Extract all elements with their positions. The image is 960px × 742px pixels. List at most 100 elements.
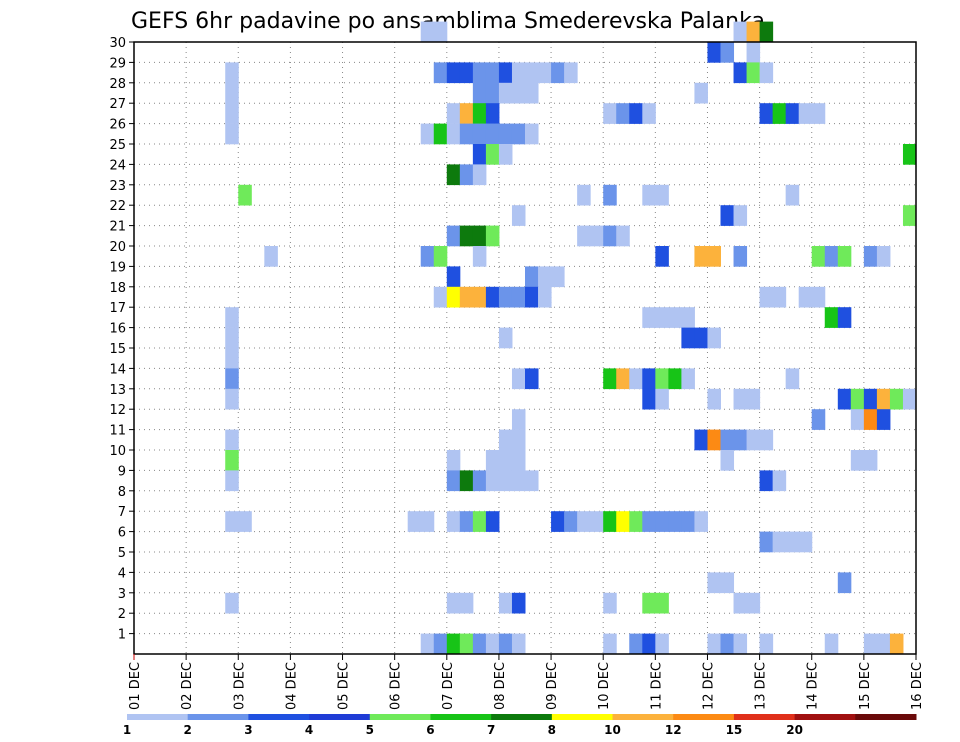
- heatmap-cell: [420, 123, 435, 145]
- heatmap-cell: [668, 511, 682, 532]
- colorbar-label: 20: [786, 723, 803, 737]
- y-tick-label: 2: [118, 607, 126, 622]
- colorbar-segment: [369, 714, 431, 720]
- colorbar-segment: [733, 714, 796, 720]
- heatmap-cell: [876, 409, 891, 430]
- heatmap-cell: [759, 429, 774, 451]
- heatmap-cell: [420, 633, 435, 655]
- heatmap-cell: [642, 103, 656, 124]
- heatmap-cell: [642, 633, 656, 655]
- heatmap-cell: [889, 388, 904, 410]
- colorbar-label: 3: [244, 723, 252, 737]
- heatmap-cell: [433, 633, 448, 655]
- heatmap-cell: [707, 42, 721, 63]
- y-tick-label: 7: [118, 505, 126, 520]
- heatmap-cell: [655, 388, 669, 410]
- heatmap-cell: [759, 62, 774, 84]
- colorbar-label: 12: [665, 723, 682, 737]
- heatmap-cell: [746, 592, 761, 614]
- heatmap-cell: [824, 633, 839, 655]
- heatmap-cell: [511, 82, 526, 104]
- heatmap-cell: [472, 144, 487, 165]
- colorbar-segment: [248, 714, 310, 720]
- y-tick-label: 8: [118, 485, 126, 500]
- heatmap-cell: [707, 246, 721, 267]
- heatmap-cell: [694, 429, 708, 451]
- heatmap-cell: [446, 225, 461, 247]
- heatmap-cell: [225, 511, 239, 532]
- heatmap-cell: [681, 368, 695, 390]
- heatmap-cell: [551, 511, 565, 532]
- heatmap-cell: [603, 633, 617, 655]
- y-tick-label: 23: [109, 179, 126, 194]
- heatmap-cell: [446, 164, 461, 186]
- heatmap-cell: [459, 164, 474, 186]
- heatmap-cell: [603, 225, 617, 247]
- y-tick-label: 30: [109, 36, 126, 51]
- heatmap-cell: [225, 123, 239, 145]
- heatmap-cell: [511, 429, 526, 451]
- heatmap-cell: [446, 470, 461, 492]
- heatmap-cell: [603, 368, 617, 390]
- colorbar-segment: [309, 714, 371, 720]
- x-tick-label: 03 DEC: [232, 662, 247, 710]
- heatmap-cell: [837, 307, 852, 328]
- heatmap-cell: [577, 225, 591, 247]
- heatmap-cell: [511, 409, 526, 430]
- heatmap-cell: [498, 429, 513, 451]
- heatmap-cell: [850, 388, 865, 410]
- y-tick-label: 16: [109, 322, 126, 337]
- heatmap-cell: [238, 184, 252, 206]
- heatmap-cell: [642, 388, 656, 410]
- heatmap-cell: [850, 450, 865, 471]
- heatmap-cell: [759, 531, 774, 553]
- heatmap-cell: [472, 103, 487, 124]
- heatmap-cell: [603, 184, 617, 206]
- x-tick-label: 14 DEC: [806, 662, 821, 710]
- heatmap-cell: [498, 327, 513, 349]
- colorbar-segment: [612, 714, 674, 720]
- heatmap-cell: [485, 286, 500, 308]
- heatmap-cell: [459, 470, 474, 492]
- heatmap-cell: [785, 103, 800, 124]
- heatmap-cell: [538, 62, 552, 84]
- heatmap-cell: [759, 633, 774, 655]
- heatmap-cell: [720, 42, 735, 63]
- heatmap-cell: [798, 286, 813, 308]
- heatmap-cell: [603, 511, 617, 532]
- heatmap-cell: [459, 286, 474, 308]
- heatmap-cell: [746, 21, 761, 43]
- heatmap-cell: [590, 511, 604, 532]
- y-axis-ticks: 1234567891011121314151617181920212223242…: [109, 36, 134, 643]
- y-tick-label: 27: [109, 97, 126, 112]
- heatmap-cell: [551, 266, 565, 288]
- y-tick-label: 11: [109, 424, 126, 439]
- heatmap-cell: [863, 246, 878, 267]
- heatmap-cell: [420, 511, 435, 532]
- heatmap-cell: [485, 225, 500, 247]
- colorbar-label: 1: [123, 723, 131, 737]
- heatmap-cell: [225, 307, 239, 328]
- heatmap-cell: [824, 307, 839, 328]
- y-tick-label: 19: [109, 260, 126, 275]
- heatmap-cell: [837, 572, 852, 594]
- heatmap-cell: [472, 82, 487, 104]
- heatmap-cell: [420, 21, 435, 43]
- heatmap-cell: [616, 368, 630, 390]
- x-tick-label: 15 DEC: [858, 662, 873, 710]
- heatmap-cell: [472, 123, 487, 145]
- heatmap-cell: [629, 633, 643, 655]
- colorbar-label: 15: [726, 723, 743, 737]
- heatmap-cell: [472, 225, 487, 247]
- heatmap-cell: [446, 103, 461, 124]
- heatmap-cell: [472, 164, 487, 186]
- heatmap-cell: [759, 103, 774, 124]
- x-tick-label: 02 DEC: [180, 662, 195, 710]
- heatmap-cell: [485, 82, 500, 104]
- heatmap-cell: [720, 572, 735, 594]
- heatmap-cell: [472, 286, 487, 308]
- heatmap-cell: [525, 82, 539, 104]
- heatmap-cell: [472, 470, 487, 492]
- heatmap-cell: [485, 633, 500, 655]
- y-tick-label: 1: [118, 628, 126, 643]
